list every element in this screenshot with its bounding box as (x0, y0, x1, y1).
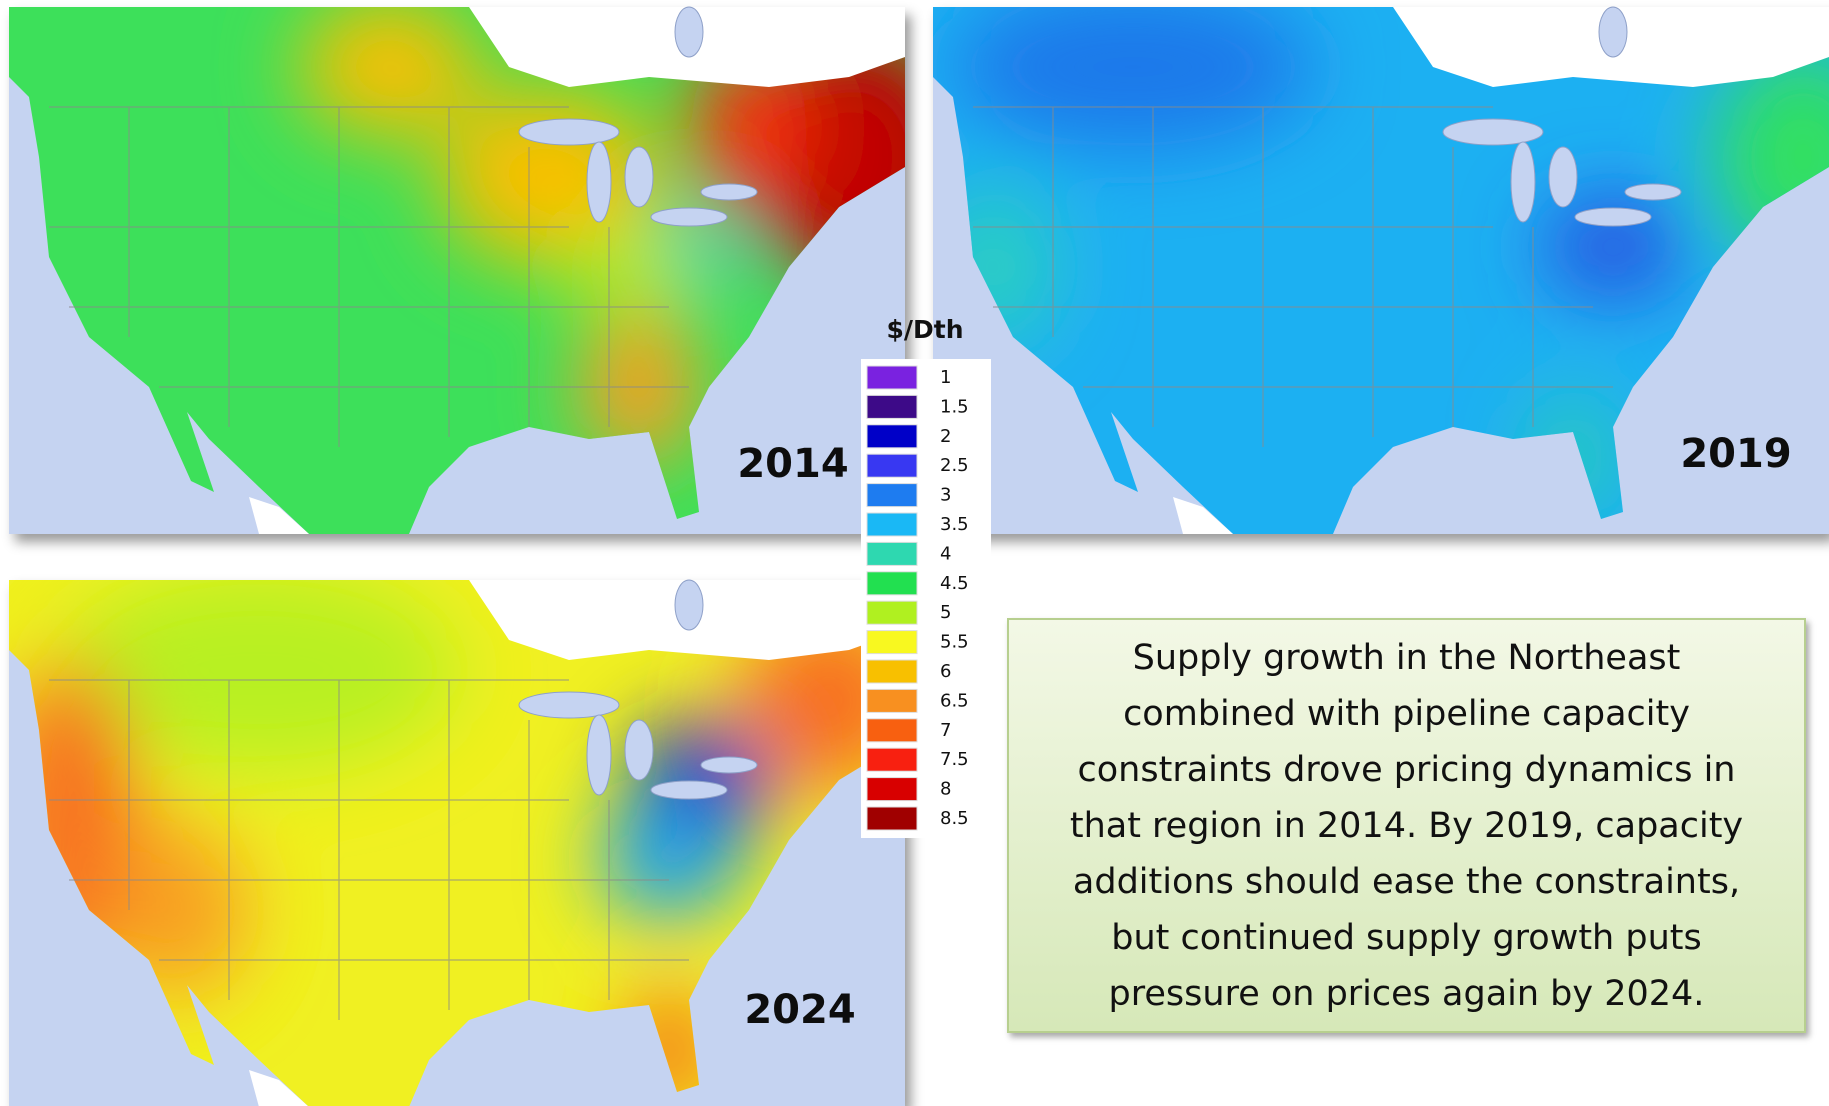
map-panel: 2024 (0, 570, 919, 1106)
legend-swatch (867, 807, 917, 830)
legend-label: 3 (940, 485, 951, 506)
legend-swatch (867, 778, 917, 801)
legend-label: 3.5 (940, 514, 969, 535)
note-line: pressure on prices again by 2024. (1109, 966, 1705, 1022)
legend-swatch (867, 542, 917, 565)
legend-label: 2.5 (940, 455, 969, 476)
legend-label: 5.5 (940, 632, 969, 653)
legend-swatch (867, 454, 917, 477)
legend-swatch (867, 366, 917, 389)
legend-swatch (867, 689, 917, 712)
note-line: combined with pipeline capacity (1123, 686, 1690, 742)
legend-swatch (867, 660, 917, 683)
legend-label: 2 (940, 426, 951, 447)
legend-swatch (867, 748, 917, 771)
map-panel: 2014 (9, 0, 969, 534)
legend-label: 8 (940, 779, 951, 800)
legend-swatch (867, 601, 917, 624)
legend-swatch (867, 513, 917, 536)
legend-swatch (867, 395, 917, 418)
legend-label: 1.5 (940, 396, 969, 417)
note-line: but continued supply growth puts (1111, 910, 1701, 966)
year-label: 2014 (737, 441, 848, 487)
legend-swatch (867, 572, 917, 595)
legend-title: $/Dth (886, 315, 963, 344)
legend-label: 6.5 (940, 690, 969, 711)
year-label: 2019 (1680, 431, 1791, 477)
legend-label: 1 (940, 367, 951, 388)
legend-swatch (867, 484, 917, 507)
note-line: constraints drove pricing dynamics in (1078, 742, 1736, 798)
legend-label: 7.5 (940, 749, 969, 770)
legend-label: 8.5 (940, 808, 969, 829)
note-line: that region in 2014. By 2019, capacity (1070, 798, 1743, 854)
legend-swatch (867, 719, 917, 742)
note-line: Supply growth in the Northeast (1133, 630, 1681, 686)
note-line: additions should ease the constraints, (1073, 854, 1740, 910)
map-panel: 2019 (933, 0, 1829, 534)
year-label: 2024 (744, 987, 855, 1033)
legend-label: 5 (940, 602, 951, 623)
legend-swatch (867, 631, 917, 654)
legend-swatch (867, 425, 917, 448)
legend-label: 7 (940, 720, 951, 741)
legend-label: 6 (940, 661, 951, 682)
legend-label: 4.5 (940, 573, 969, 594)
legend-label: 4 (940, 543, 951, 564)
